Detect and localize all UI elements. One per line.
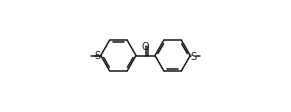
Text: O: O <box>142 41 149 51</box>
Text: S: S <box>94 51 100 61</box>
Text: S: S <box>191 51 197 61</box>
